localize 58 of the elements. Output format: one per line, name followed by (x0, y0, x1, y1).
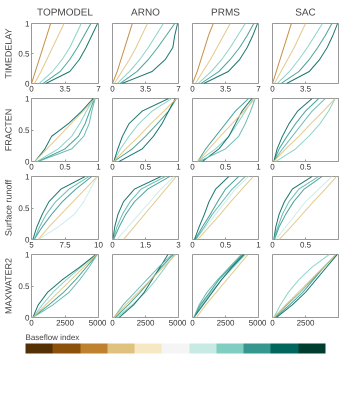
x-tick-label: 0.5 (220, 162, 232, 172)
x-tick-label: 7.5 (59, 240, 72, 250)
chart-title: SAC (295, 8, 316, 18)
x-tick-label: 0 (190, 162, 196, 172)
x-tick-label: 0 (190, 84, 196, 94)
x-tick-label: 5000 (168, 318, 188, 328)
y-tick-label: 1 (25, 94, 30, 104)
y-axis-title: Surface runoff (3, 179, 14, 236)
x-tick-label: 1 (176, 162, 182, 172)
x-tick-label: 0 (190, 318, 196, 328)
x-tick-label: 3.5 (140, 84, 152, 94)
y-axis-title: FRACTEN (3, 108, 14, 152)
x-tick-label: 5 (29, 240, 34, 250)
x-tick-label: 0 (270, 318, 276, 328)
x-tick-label: 0 (110, 84, 116, 94)
x-tick-label: 5000 (248, 318, 268, 328)
x-tick-label: 3.5 (300, 84, 312, 94)
x-tick-label: 2500 (56, 318, 74, 328)
y-tick-label: 0.5 (18, 204, 30, 213)
x-tick-label: 0 (270, 84, 276, 94)
x-tick-label: 2500 (296, 318, 315, 328)
x-tick-label: 0.5 (300, 162, 312, 172)
x-tick-label: 0.5 (300, 240, 312, 250)
x-tick-label: 0 (110, 318, 116, 328)
x-tick-label: 2500 (216, 318, 235, 328)
y-tick-label: 0.5 (18, 282, 30, 291)
x-tick-label: 1 (256, 162, 262, 172)
x-tick-label: 0 (270, 162, 276, 172)
x-tick-label: 0 (190, 240, 196, 250)
y-tick-label: 0.5 (18, 50, 30, 58)
y-tick-label: 1 (25, 250, 30, 260)
x-tick-label: 10 (94, 240, 104, 250)
x-tick-label: 0.5 (140, 162, 152, 172)
x-tick-label: 7 (96, 84, 102, 94)
x-tick-label: 7 (176, 84, 182, 94)
x-tick-label: 2500 (136, 318, 155, 328)
x-tick-label: 0 (110, 162, 116, 172)
x-tick-label: 1.5 (140, 240, 152, 250)
y-tick-label: 1 (25, 20, 30, 28)
y-tick-label: 1 (25, 172, 30, 182)
x-tick-label: 5000 (88, 318, 108, 328)
x-tick-label: 0.5 (220, 240, 232, 250)
chart-title: TOPMODEL (37, 8, 94, 18)
x-tick-label: 3.5 (220, 84, 232, 94)
y-tick-label: 0.5 (18, 126, 30, 135)
x-tick-label: 7 (256, 84, 262, 94)
chart-title: PRMS (211, 8, 240, 18)
color-bar-title: Baseflow index (26, 333, 80, 342)
chart-title: ARNO (131, 8, 160, 18)
x-tick-label: 0.5 (59, 162, 72, 172)
x-tick-label: 0 (270, 240, 276, 250)
y-axis-title: MAXWATER2 (3, 258, 14, 314)
x-tick-label: 3 (176, 240, 182, 250)
x-tick-label: 1 (256, 240, 262, 250)
x-tick-label: 3.5 (59, 84, 72, 94)
y-axis-title: TIMEDELAY (3, 28, 14, 79)
x-tick-label: 0 (110, 240, 116, 250)
x-tick-label: 1 (96, 162, 102, 172)
